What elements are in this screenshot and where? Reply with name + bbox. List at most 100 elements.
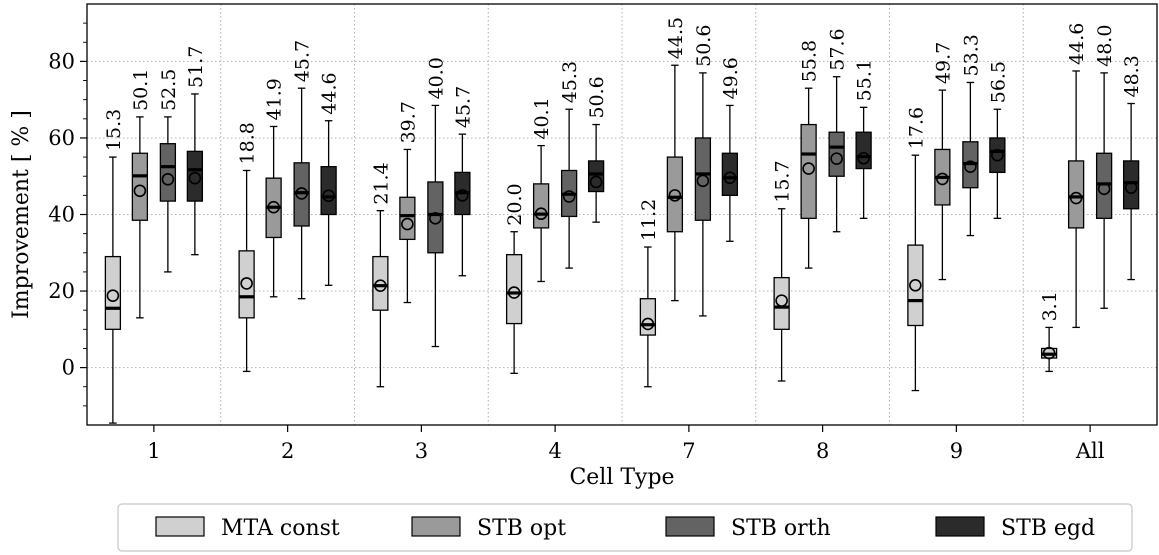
- box-iqr: [800, 123, 817, 219]
- data-label: 56.5: [987, 61, 1009, 103]
- data-label: 48.3: [1121, 55, 1143, 97]
- box: 39.7: [397, 101, 419, 304]
- data-label: 15.7: [772, 160, 794, 202]
- box-plot-series: 15.3 18.8 21.4 20.0 11.2 15.7 17.6 3.1 50.1 41.9 3…: [103, 17, 1143, 424]
- box: 50.6: [586, 76, 608, 223]
- box: 20.0: [504, 183, 526, 374]
- legend-item: STB egd: [935, 516, 1095, 541]
- legend-frame: [117, 503, 1133, 552]
- mean-marker: [1097, 182, 1111, 196]
- data-label: 53.3: [960, 34, 982, 76]
- box: 49.6: [720, 57, 742, 242]
- data-label: 49.6: [720, 57, 742, 99]
- mean-marker: [936, 172, 949, 186]
- legend-label: STB opt: [477, 516, 566, 541]
- box-iqr: [131, 152, 149, 221]
- mean-marker: [696, 174, 710, 188]
- data-label: 40.0: [425, 57, 447, 99]
- box: 15.3: [103, 109, 125, 424]
- legend-label: MTA const: [221, 516, 340, 541]
- legend-item: MTA const: [155, 516, 340, 541]
- box: 45.7: [452, 86, 474, 277]
- data-label: 57.6: [827, 28, 849, 70]
- legend-swatch: [155, 516, 205, 537]
- box: 44.6: [1066, 23, 1088, 329]
- box-iqr: [1122, 160, 1140, 210]
- x-tick-label: 2: [281, 439, 294, 463]
- box: 40.1: [531, 97, 553, 283]
- box: 44.5: [665, 17, 687, 302]
- box: 57.6: [827, 28, 849, 233]
- box-iqr: [855, 131, 872, 170]
- data-label: 39.7: [397, 101, 419, 143]
- legend-item: STB opt: [411, 516, 566, 541]
- series-stb-orth: 52.545.7 40.0 45.350.6 57.6 53.3 48.0: [158, 25, 1116, 348]
- data-label: 52.5: [158, 69, 180, 111]
- box-iqr: [666, 156, 684, 233]
- mean-marker: [775, 294, 788, 307]
- data-label: 15.3: [103, 109, 125, 151]
- data-label: 45.7: [292, 40, 314, 82]
- data-label: 44.5: [665, 17, 687, 59]
- box-iqr: [1067, 160, 1085, 229]
- box: 17.6: [905, 107, 927, 392]
- box-iqr: [694, 137, 712, 221]
- series-stb-egd: 51.7 44.6 45.7 50.6 49.6 55.1 56.5 48.3: [185, 46, 1143, 286]
- box-iqr: [186, 150, 204, 202]
- mean-marker: [456, 189, 469, 202]
- data-label: 55.1: [854, 59, 876, 101]
- data-label: 45.3: [559, 61, 581, 103]
- box-iqr: [989, 137, 1006, 174]
- data-label: 44.6: [1066, 23, 1088, 65]
- box: 52.5: [158, 69, 180, 273]
- x-tick-label: 9: [950, 439, 963, 463]
- data-label: 45.7: [452, 86, 474, 128]
- data-label: 3.1: [1039, 291, 1061, 321]
- axes: 0 20 40 60 80 1 2 3 4 7 8 9 All: [48, 22, 1105, 463]
- data-label: 18.8: [237, 122, 259, 164]
- data-label: 41.9: [264, 78, 286, 120]
- box: 50.1: [130, 69, 152, 319]
- data-label: 44.6: [319, 72, 341, 114]
- mean-marker: [106, 289, 120, 302]
- mean-marker: [562, 190, 576, 203]
- box-iqr: [505, 254, 523, 325]
- box: 53.3: [960, 34, 982, 237]
- box-iqr: [159, 143, 177, 202]
- y-tick-label: 0: [62, 356, 75, 380]
- box-iqr: [104, 255, 122, 330]
- legend-swatch: [411, 516, 461, 537]
- legend-label: STB egd: [1001, 516, 1095, 541]
- data-label: 55.8: [799, 40, 821, 82]
- series-mta-const: 15.3 18.8 21.4 20.0 11.2 15.7 17.6 3.1: [103, 107, 1061, 424]
- data-label: 21.4: [370, 162, 392, 204]
- y-tick-label: 40: [48, 203, 75, 227]
- x-axis-label: Cell Type: [569, 465, 674, 490]
- box-iqr: [427, 181, 444, 254]
- mean-marker: [1069, 191, 1083, 205]
- series-stb-opt: 50.1 41.9 39.7 40.1 44.5 55.8 49.7 44.6: [130, 17, 1088, 329]
- mean-marker: [295, 187, 308, 200]
- box-iqr: [828, 131, 845, 177]
- mean-marker: [589, 175, 603, 189]
- mean-marker: [188, 171, 202, 185]
- box: 48.0: [1094, 25, 1116, 309]
- mean-marker: [1124, 181, 1138, 195]
- mean-marker: [802, 162, 815, 175]
- mean-marker: [401, 217, 414, 231]
- legend-swatch: [665, 516, 715, 537]
- box: 40.0: [425, 57, 447, 348]
- box-iqr: [532, 183, 550, 229]
- data-label: 50.6: [586, 76, 608, 118]
- y-tick-label: 80: [48, 49, 75, 73]
- box: 51.7: [185, 46, 207, 256]
- mean-marker: [641, 317, 655, 331]
- box-iqr: [907, 244, 924, 327]
- box: 49.7: [932, 42, 954, 281]
- box: 44.6: [319, 72, 341, 286]
- mean-marker: [964, 160, 977, 173]
- data-label: 51.7: [185, 46, 207, 88]
- mean-marker: [133, 184, 147, 198]
- y-axis-label: Improvement [ % ]: [9, 110, 34, 319]
